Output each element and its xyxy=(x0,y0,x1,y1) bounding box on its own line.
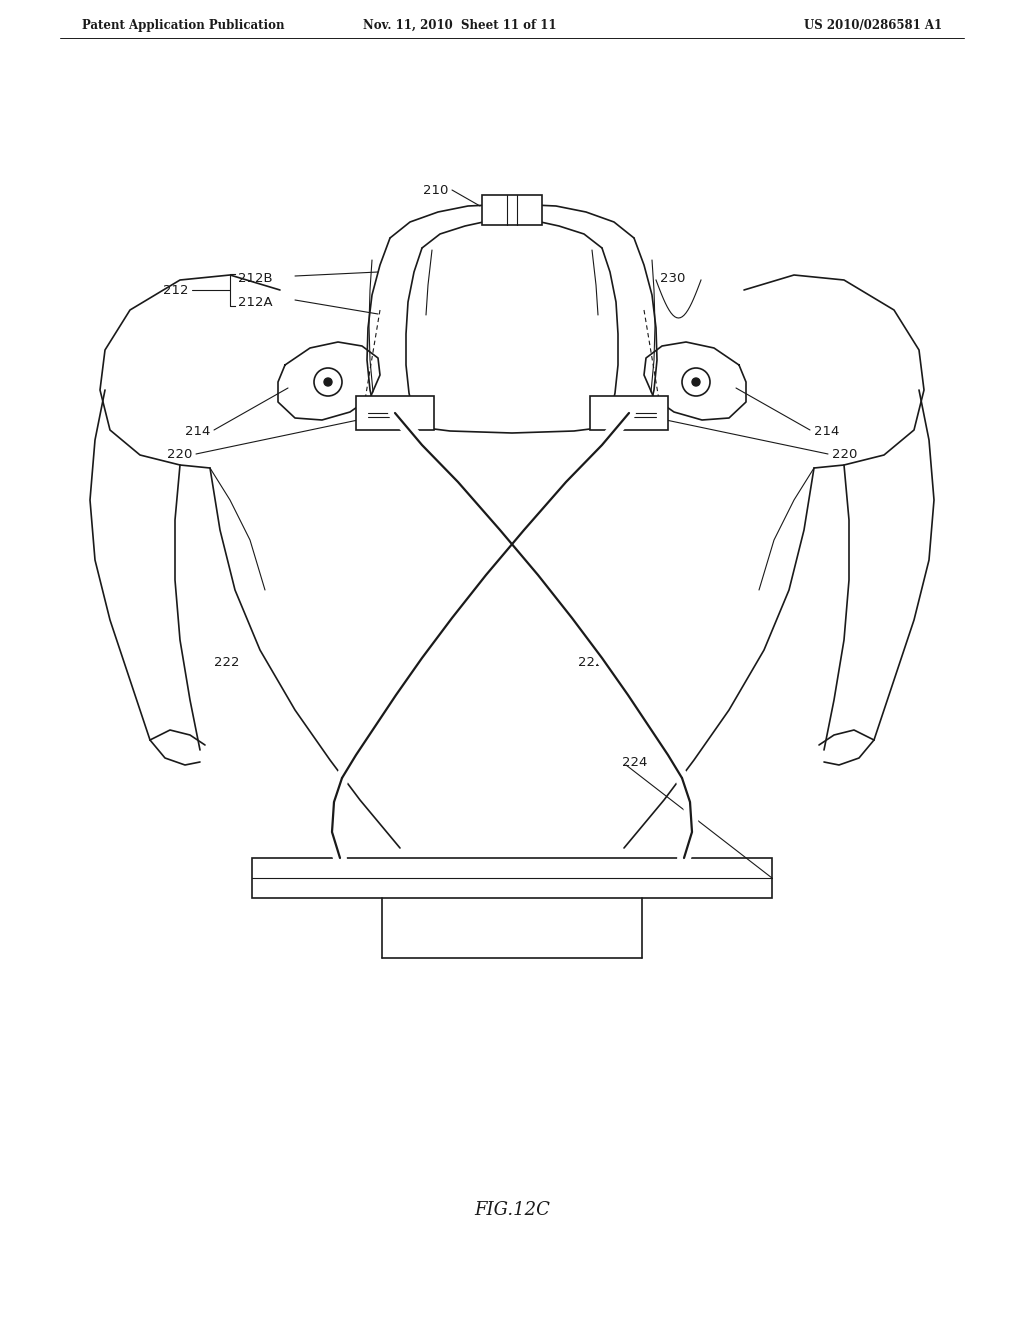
Text: 214: 214 xyxy=(814,425,840,438)
Text: 210: 210 xyxy=(423,183,449,197)
FancyBboxPatch shape xyxy=(252,858,772,898)
Text: 224: 224 xyxy=(622,755,647,768)
Circle shape xyxy=(692,378,700,385)
Text: Patent Application Publication: Patent Application Publication xyxy=(82,18,285,32)
FancyBboxPatch shape xyxy=(590,396,668,430)
Circle shape xyxy=(682,368,710,396)
Text: 212: 212 xyxy=(163,284,188,297)
Text: 214: 214 xyxy=(184,425,210,438)
Text: 212B: 212B xyxy=(238,272,272,285)
Circle shape xyxy=(314,368,342,396)
FancyBboxPatch shape xyxy=(482,195,542,224)
Text: 230: 230 xyxy=(660,272,685,285)
FancyBboxPatch shape xyxy=(356,396,434,430)
Text: 222: 222 xyxy=(214,656,240,668)
Text: Nov. 11, 2010  Sheet 11 of 11: Nov. 11, 2010 Sheet 11 of 11 xyxy=(364,18,557,32)
Text: 220: 220 xyxy=(167,449,193,462)
Circle shape xyxy=(324,378,332,385)
Text: US 2010/0286581 A1: US 2010/0286581 A1 xyxy=(804,18,942,32)
Text: FIG.12C: FIG.12C xyxy=(474,1201,550,1218)
Text: 220: 220 xyxy=(831,449,857,462)
Text: 212A: 212A xyxy=(238,296,272,309)
Text: 222: 222 xyxy=(578,656,603,668)
